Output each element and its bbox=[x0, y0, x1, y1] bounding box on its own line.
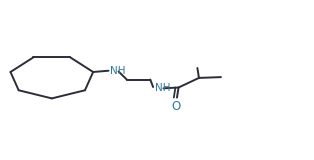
Text: NH: NH bbox=[155, 83, 171, 93]
Text: O: O bbox=[172, 100, 181, 112]
Text: NH: NH bbox=[111, 66, 126, 76]
